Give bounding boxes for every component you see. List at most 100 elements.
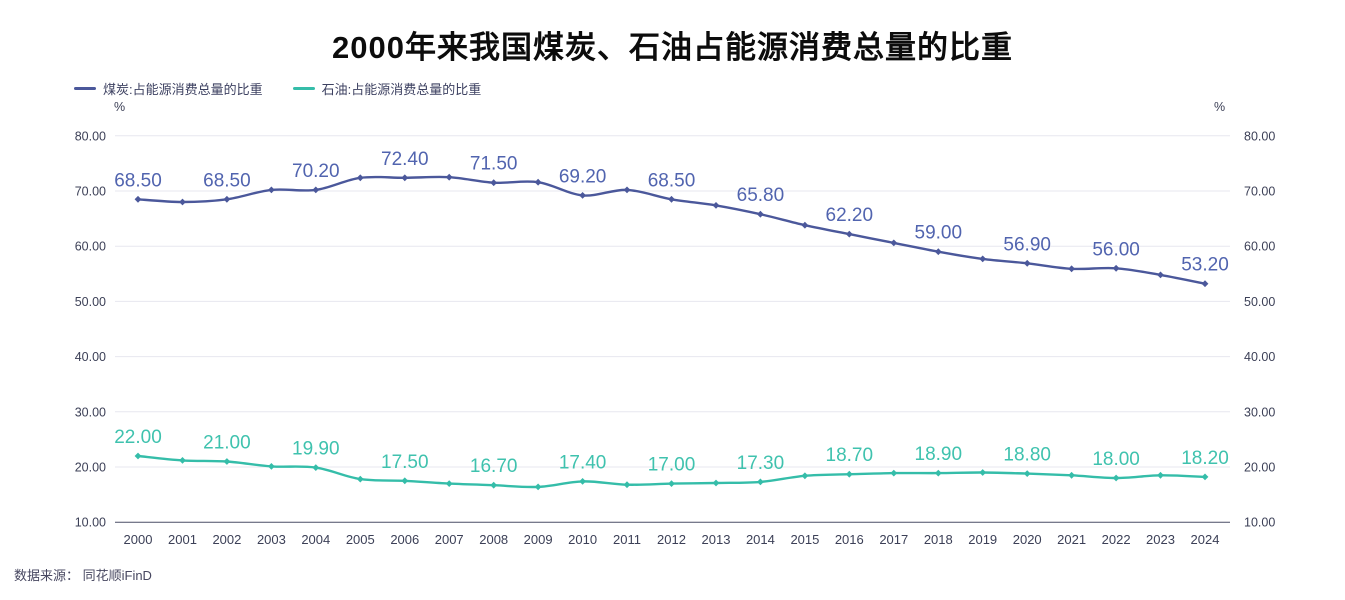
data-label-coal: 53.20 (1181, 255, 1229, 276)
legend-item-coal[interactable]: 煤炭:占能源消费总量的比重 (74, 79, 263, 98)
x-tick-label: 2000 (124, 532, 153, 547)
legend-swatch-oil-line-icon (292, 87, 315, 90)
data-label-coal: 69.20 (559, 166, 607, 187)
y-tick-label-left: 30.00 (75, 405, 106, 419)
data-point-oil[interactable] (490, 481, 498, 489)
y-tick-label-right: 20.00 (1244, 461, 1275, 475)
data-point-coal[interactable] (179, 198, 186, 206)
data-point-coal[interactable] (534, 178, 542, 186)
data-point-coal[interactable] (712, 202, 720, 209)
x-tick-label: 2018 (924, 532, 953, 547)
x-tick-label: 2010 (568, 532, 597, 547)
y-axis-unit-right: % (1214, 100, 1226, 114)
data-label-oil: 17.40 (559, 452, 607, 473)
y-tick-label-right: 40.00 (1244, 350, 1275, 364)
data-point-coal[interactable] (356, 174, 364, 182)
data-point-coal[interactable] (401, 174, 409, 182)
data-point-oil[interactable] (312, 464, 320, 471)
data-point-coal[interactable] (934, 248, 942, 256)
legend-item-oil[interactable]: 石油:占能源消费总量的比重 (292, 79, 481, 98)
x-tick-label: 2014 (746, 532, 775, 547)
data-point-coal[interactable] (623, 186, 631, 194)
data-label-oil: 22.00 (114, 427, 162, 448)
data-point-coal[interactable] (668, 195, 675, 203)
x-tick-label: 2017 (879, 532, 908, 547)
x-tick-label: 2012 (657, 532, 686, 547)
data-point-coal[interactable] (1023, 259, 1031, 267)
x-tick-label: 2016 (835, 532, 864, 547)
data-point-oil[interactable] (223, 458, 231, 465)
data-point-oil[interactable] (179, 457, 186, 464)
data-label-oil: 18.70 (826, 445, 874, 466)
data-point-oil[interactable] (1023, 470, 1031, 477)
data-point-coal[interactable] (1112, 264, 1120, 272)
data-label-coal: 68.50 (203, 170, 251, 191)
data-point-coal[interactable] (845, 230, 853, 238)
data-point-coal[interactable] (1201, 280, 1209, 288)
data-point-oil[interactable] (712, 479, 720, 487)
data-label-coal: 56.00 (1092, 239, 1140, 260)
data-label-oil: 19.90 (292, 439, 340, 460)
data-label-coal: 71.50 (470, 154, 518, 175)
data-point-oil[interactable] (1068, 471, 1075, 479)
y-tick-label-right: 50.00 (1244, 295, 1275, 309)
data-point-coal[interactable] (1157, 271, 1164, 279)
y-tick-label-left: 10.00 (75, 516, 106, 530)
data-label-oil: 18.80 (1003, 445, 1051, 466)
data-point-coal[interactable] (979, 255, 987, 263)
data-point-coal[interactable] (445, 173, 453, 181)
data-point-coal[interactable] (490, 179, 498, 187)
data-point-oil[interactable] (757, 478, 764, 486)
data-point-oil[interactable] (134, 452, 142, 460)
data-point-coal[interactable] (579, 192, 586, 199)
x-tick-label: 2005 (346, 532, 375, 547)
y-tick-label-right: 60.00 (1244, 240, 1275, 254)
y-tick-label-right: 70.00 (1244, 185, 1275, 199)
data-point-coal[interactable] (890, 239, 898, 247)
x-tick-label: 2024 (1191, 532, 1220, 547)
data-point-oil[interactable] (934, 469, 942, 477)
x-tick-label: 2011 (613, 532, 641, 547)
data-point-oil[interactable] (356, 475, 364, 483)
y-tick-label-left: 50.00 (75, 295, 106, 309)
data-point-oil[interactable] (534, 483, 542, 491)
data-point-coal[interactable] (801, 221, 809, 229)
data-label-oil: 16.70 (470, 456, 518, 477)
data-point-oil[interactable] (979, 469, 987, 476)
data-point-oil[interactable] (801, 472, 809, 480)
data-label-coal: 72.40 (381, 149, 429, 170)
chart-legend: 煤炭:占能源消费总量的比重 石油:占能源消费总量的比重 (74, 79, 481, 98)
data-point-coal[interactable] (312, 186, 320, 194)
data-point-oil[interactable] (845, 470, 853, 478)
data-point-coal[interactable] (223, 195, 231, 203)
data-point-oil[interactable] (890, 469, 898, 477)
data-point-coal[interactable] (757, 210, 764, 218)
data-point-oil[interactable] (623, 481, 631, 489)
data-point-oil[interactable] (268, 463, 275, 470)
data-label-coal: 68.50 (648, 170, 696, 191)
y-tick-label-left: 40.00 (75, 350, 106, 364)
x-tick-label: 2019 (968, 532, 997, 547)
data-point-oil[interactable] (1112, 474, 1120, 482)
x-tick-label: 2015 (790, 532, 819, 547)
y-tick-label-right: 80.00 (1244, 129, 1275, 143)
data-point-oil[interactable] (668, 480, 675, 487)
data-label-coal: 59.00 (915, 223, 963, 244)
data-label-coal: 56.90 (1003, 234, 1051, 255)
data-point-oil[interactable] (579, 478, 586, 485)
data-point-oil[interactable] (1157, 471, 1164, 479)
data-source-note: 数据来源： 同花顺iFinD (14, 568, 152, 583)
data-point-oil[interactable] (401, 477, 409, 485)
data-label-oil: 17.00 (648, 455, 696, 476)
data-point-oil[interactable] (1201, 473, 1209, 481)
data-point-oil[interactable] (445, 480, 453, 487)
data-label-coal: 65.80 (737, 185, 785, 206)
y-tick-label-left: 60.00 (75, 240, 106, 254)
data-label-oil: 17.30 (737, 453, 785, 474)
data-point-coal[interactable] (134, 195, 142, 203)
data-point-coal[interactable] (1068, 265, 1075, 273)
data-point-coal[interactable] (268, 186, 275, 194)
y-tick-label-right: 10.00 (1244, 516, 1275, 530)
y-tick-label-right: 30.00 (1244, 405, 1275, 419)
